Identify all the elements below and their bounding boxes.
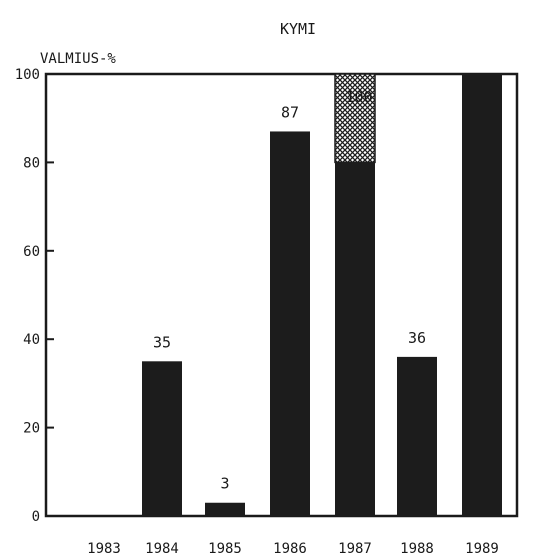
bar-1987 xyxy=(335,162,375,516)
bar-1988 xyxy=(397,356,437,516)
bar-1985 xyxy=(205,502,245,516)
y-tick-label: 20 xyxy=(23,421,40,437)
y-tick-label: 100 xyxy=(15,67,40,83)
data-label-1985: 3 xyxy=(220,475,229,493)
y-tick-label: 0 xyxy=(32,509,40,525)
data-label-1984: 35 xyxy=(153,333,171,351)
x-tick-label: 1989 xyxy=(465,541,499,557)
data-label-1986: 87 xyxy=(281,103,299,121)
x-tick-label: 1988 xyxy=(400,541,434,557)
data-label-1987: 100 xyxy=(345,88,372,106)
x-tick-label: 1984 xyxy=(145,541,179,557)
y-tick-label: 40 xyxy=(23,332,40,348)
x-tick-label: 1986 xyxy=(273,541,307,557)
x-tick-label: 1987 xyxy=(338,541,372,557)
x-tick-label: 1985 xyxy=(208,541,242,557)
bar-1987-hatched-segment xyxy=(334,73,376,164)
bar-1989 xyxy=(462,74,502,516)
y-axis-label: VALMIUS-% xyxy=(40,51,116,67)
y-tick-label: 80 xyxy=(23,155,40,171)
x-tick-label: 1983 xyxy=(87,541,121,557)
data-label-1988: 36 xyxy=(408,329,426,347)
bar-1984 xyxy=(142,361,182,516)
bar-1986 xyxy=(270,131,310,516)
chart-title: KYMI xyxy=(280,20,316,38)
y-tick-label: 60 xyxy=(23,244,40,260)
